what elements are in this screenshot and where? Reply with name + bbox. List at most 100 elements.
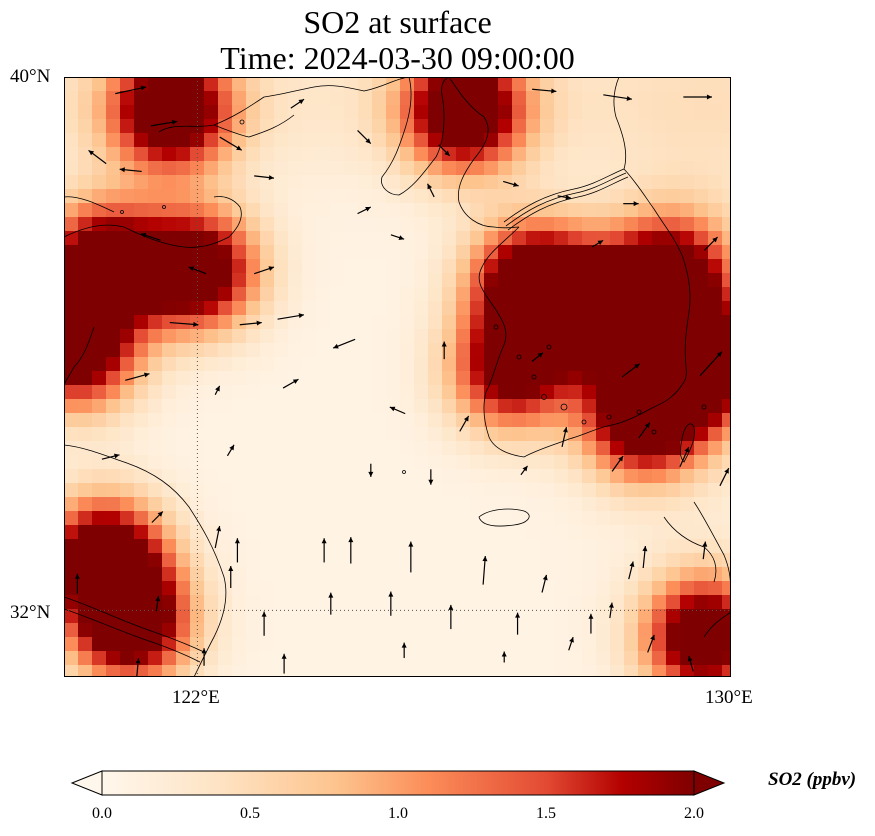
so2-cell [372, 469, 387, 484]
so2-cell [666, 539, 681, 554]
wind-arrow [541, 574, 548, 593]
so2-cell [652, 455, 667, 470]
so2-cell [540, 399, 555, 414]
so2-cell [162, 315, 177, 330]
so2-cell [638, 259, 653, 274]
so2-cell [512, 665, 527, 677]
so2-cell [162, 105, 177, 120]
so2-cell [246, 385, 261, 400]
so2-cell [540, 273, 555, 288]
so2-cell [610, 105, 625, 120]
so2-cell [78, 399, 93, 414]
so2-cell [400, 147, 415, 162]
so2-cell [358, 399, 373, 414]
so2-cell [288, 665, 303, 677]
so2-cell [302, 147, 317, 162]
wind-arrow [234, 538, 240, 563]
so2-cell [316, 287, 331, 302]
so2-cell [400, 595, 415, 610]
so2-cell [358, 637, 373, 652]
so2-cell [610, 231, 625, 246]
so2-cell [162, 371, 177, 386]
so2-cell [582, 483, 597, 498]
so2-cell [638, 119, 653, 134]
so2-cell [582, 91, 597, 106]
so2-cell [218, 259, 233, 274]
so2-cell [554, 329, 569, 344]
so2-cell [78, 623, 93, 638]
so2-cell [428, 287, 443, 302]
so2-cell [414, 511, 429, 526]
so2-cell [204, 147, 219, 162]
so2-cell [344, 595, 359, 610]
so2-cell [610, 385, 625, 400]
so2-cell [344, 567, 359, 582]
so2-cell [666, 301, 681, 316]
so2-cell [120, 77, 135, 92]
so2-cell [288, 147, 303, 162]
so2-cell [358, 231, 373, 246]
so2-cell [120, 147, 135, 162]
so2-cell [442, 329, 457, 344]
so2-cell [64, 497, 79, 512]
so2-cell [526, 441, 541, 456]
so2-cell [204, 441, 219, 456]
so2-cell [232, 413, 247, 428]
so2-cell [680, 175, 695, 190]
so2-cell [722, 343, 731, 358]
wind-arrow [282, 378, 299, 389]
so2-cell [582, 105, 597, 120]
so2-cell [246, 231, 261, 246]
so2-cell [610, 371, 625, 386]
so2-cell [526, 483, 541, 498]
map-panel[interactable] [64, 77, 731, 677]
so2-cell [120, 259, 135, 274]
so2-cell [414, 273, 429, 288]
so2-cell [344, 637, 359, 652]
so2-cell [218, 175, 233, 190]
so2-cell [260, 525, 275, 540]
so2-cell [288, 651, 303, 666]
so2-cell [148, 343, 163, 358]
so2-cell [708, 119, 723, 134]
so2-cell [64, 483, 79, 498]
so2-cell [232, 623, 247, 638]
so2-cell [442, 301, 457, 316]
so2-cell [344, 357, 359, 372]
so2-cell [274, 623, 289, 638]
map-border [64, 77, 731, 677]
so2-cell [372, 77, 387, 92]
so2-cell [400, 119, 415, 134]
so2-cell [666, 469, 681, 484]
so2-cell [302, 371, 317, 386]
so2-cell [554, 231, 569, 246]
so2-cell [680, 567, 695, 582]
so2-cell [414, 413, 429, 428]
so2-cell [64, 119, 79, 134]
so2-cell [218, 483, 233, 498]
so2-cell [218, 441, 233, 456]
so2-cell [694, 175, 709, 190]
so2-cell [652, 329, 667, 344]
so2-cell [596, 511, 611, 526]
so2-cell [316, 595, 331, 610]
so2-cell [428, 413, 443, 428]
so2-cell [540, 623, 555, 638]
so2-cell [106, 441, 121, 456]
so2-cell [456, 595, 471, 610]
so2-cell [638, 175, 653, 190]
so2-cell [540, 385, 555, 400]
so2-cell [624, 259, 639, 274]
so2-cell [526, 371, 541, 386]
wind-arrow [611, 455, 624, 472]
so2-cell [64, 385, 79, 400]
so2-cell [64, 77, 79, 92]
lat-tick-label-32n: 32°N [10, 602, 51, 623]
so2-cell [232, 469, 247, 484]
so2-cell [722, 497, 731, 512]
so2-cell [554, 287, 569, 302]
so2-cell [722, 399, 731, 414]
so2-cell [610, 413, 625, 428]
wind-arrow [150, 119, 178, 127]
so2-cell [666, 329, 681, 344]
